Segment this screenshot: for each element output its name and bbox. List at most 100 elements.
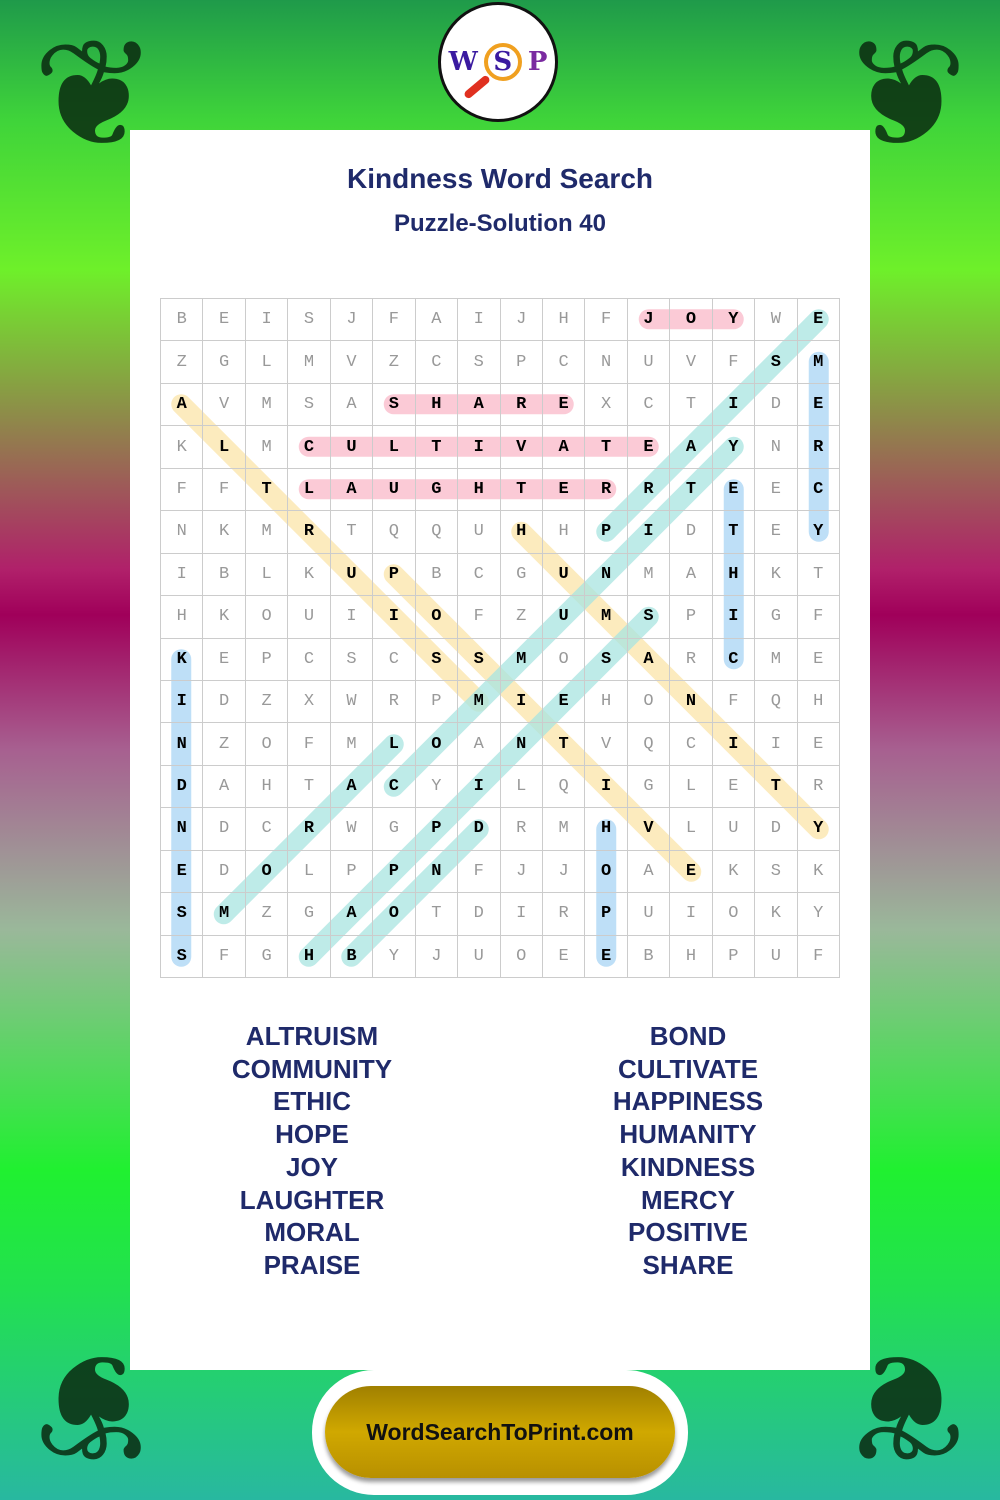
grid-cell[interactable]: J	[500, 299, 543, 342]
grid-cell[interactable]: U	[458, 511, 501, 554]
grid-cell[interactable]: U	[458, 935, 501, 978]
grid-cell[interactable]: S	[415, 638, 459, 681]
grid-cell[interactable]: D	[203, 808, 246, 851]
grid-cell[interactable]: N	[415, 850, 459, 894]
grid-cell[interactable]: T	[797, 553, 840, 597]
grid-cell[interactable]: C	[797, 468, 840, 512]
grid-cell[interactable]: E	[542, 383, 586, 427]
grid-cell[interactable]: O	[245, 596, 289, 639]
grid-cell[interactable]: M	[755, 638, 798, 681]
grid-cell[interactable]: K	[203, 511, 246, 554]
grid-cell[interactable]: T	[245, 468, 289, 512]
grid-cell[interactable]: L	[373, 723, 416, 766]
grid-cell[interactable]: G	[245, 935, 289, 978]
grid-cell[interactable]: N	[161, 808, 204, 851]
grid-cell[interactable]: O	[245, 850, 289, 894]
grid-cell[interactable]: R	[542, 893, 586, 936]
grid-cell[interactable]: F	[161, 468, 204, 512]
grid-cell[interactable]: E	[203, 638, 246, 681]
grid-cell[interactable]: T	[670, 383, 713, 427]
grid-cell[interactable]: R	[627, 468, 671, 512]
grid-cell[interactable]: Y	[712, 299, 756, 342]
grid-cell[interactable]: A	[670, 553, 713, 597]
grid-cell[interactable]: S	[755, 341, 798, 384]
grid-cell[interactable]: E	[627, 426, 671, 469]
grid-cell[interactable]: Y	[797, 808, 840, 851]
grid-cell[interactable]: N	[585, 341, 628, 384]
grid-cell[interactable]: F	[203, 935, 246, 978]
grid-cell[interactable]: P	[585, 893, 628, 936]
grid-cell[interactable]: L	[203, 426, 246, 469]
grid-cell[interactable]: Y	[373, 935, 416, 978]
grid-cell[interactable]: B	[627, 935, 671, 978]
grid-cell[interactable]: F	[585, 299, 628, 342]
grid-cell[interactable]: Q	[542, 765, 586, 809]
grid-cell[interactable]: S	[288, 383, 331, 427]
grid-cell[interactable]: K	[712, 850, 756, 894]
grid-cell[interactable]: A	[203, 765, 246, 809]
grid-cell[interactable]: O	[245, 723, 289, 766]
grid-cell[interactable]: O	[500, 935, 543, 978]
grid-cell[interactable]: J	[415, 935, 459, 978]
grid-cell[interactable]: M	[458, 680, 501, 724]
grid-cell[interactable]: U	[330, 426, 374, 469]
grid-cell[interactable]: L	[245, 341, 289, 384]
grid-cell[interactable]: E	[203, 299, 246, 342]
grid-cell[interactable]: N	[500, 723, 543, 766]
grid-cell[interactable]: Z	[373, 341, 416, 384]
grid-cell[interactable]: E	[755, 468, 798, 512]
grid-cell[interactable]: Z	[203, 723, 246, 766]
grid-cell[interactable]: M	[245, 383, 289, 427]
grid-cell[interactable]: F	[288, 723, 331, 766]
grid-cell[interactable]: Y	[797, 893, 840, 936]
grid-cell[interactable]: E	[797, 383, 840, 427]
grid-cell[interactable]: N	[161, 511, 204, 554]
grid-cell[interactable]: S	[585, 638, 628, 681]
grid-cell[interactable]: C	[288, 426, 331, 469]
grid-cell[interactable]: L	[288, 468, 331, 512]
grid-cell[interactable]: P	[245, 638, 289, 681]
grid-cell[interactable]: U	[542, 596, 586, 639]
grid-cell[interactable]: M	[245, 426, 289, 469]
grid-cell[interactable]: J	[627, 299, 671, 342]
grid-cell[interactable]: I	[161, 680, 204, 724]
grid-cell[interactable]: U	[288, 596, 331, 639]
grid-cell[interactable]: P	[712, 935, 756, 978]
grid-cell[interactable]: K	[161, 638, 204, 681]
grid-cell[interactable]: S	[458, 638, 501, 681]
grid-cell[interactable]: A	[330, 893, 374, 936]
grid-cell[interactable]: J	[500, 850, 543, 894]
grid-cell[interactable]: G	[500, 553, 543, 597]
grid-cell[interactable]: T	[330, 511, 374, 554]
grid-cell[interactable]: W	[330, 680, 374, 724]
grid-cell[interactable]: M	[245, 511, 289, 554]
grid-cell[interactable]: P	[373, 553, 416, 597]
grid-cell[interactable]: F	[797, 935, 840, 978]
site-link[interactable]: WordSearchToPrint.com	[325, 1386, 675, 1478]
grid-cell[interactable]: D	[203, 850, 246, 894]
grid-cell[interactable]: I	[585, 765, 628, 809]
grid-cell[interactable]: F	[373, 299, 416, 342]
grid-cell[interactable]: G	[415, 468, 459, 512]
grid-cell[interactable]: A	[330, 468, 374, 512]
grid-cell[interactable]: A	[161, 383, 204, 427]
grid-cell[interactable]: I	[670, 893, 713, 936]
grid-cell[interactable]: K	[755, 553, 798, 597]
grid-cell[interactable]: T	[585, 426, 628, 469]
grid-cell[interactable]: K	[797, 850, 840, 894]
grid-cell[interactable]: O	[627, 680, 671, 724]
grid-cell[interactable]: I	[627, 511, 671, 554]
grid-cell[interactable]: T	[712, 511, 756, 554]
grid-cell[interactable]: D	[458, 893, 501, 936]
grid-cell[interactable]: W	[330, 808, 374, 851]
grid-cell[interactable]: V	[330, 341, 374, 384]
grid-cell[interactable]: V	[670, 341, 713, 384]
grid-cell[interactable]: M	[203, 893, 246, 936]
grid-cell[interactable]: D	[203, 680, 246, 724]
grid-cell[interactable]: A	[330, 765, 374, 809]
grid-cell[interactable]: P	[415, 680, 459, 724]
grid-cell[interactable]: R	[288, 511, 331, 554]
grid-cell[interactable]: I	[712, 723, 756, 766]
grid-cell[interactable]: T	[415, 893, 459, 936]
grid-cell[interactable]: H	[500, 511, 543, 554]
